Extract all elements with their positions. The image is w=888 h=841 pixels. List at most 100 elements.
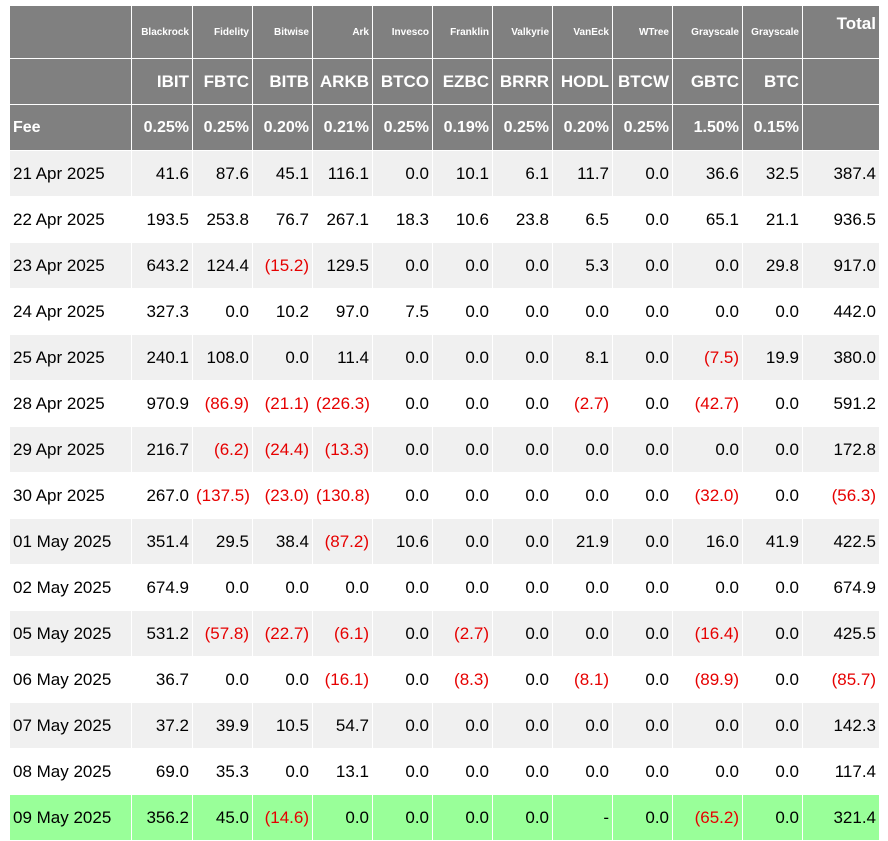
fee-value: 0.25% — [131, 104, 193, 151]
total-header: Total — [802, 5, 880, 59]
flow-cell: (6.2) — [192, 426, 253, 473]
flow-cell: (24.4) — [252, 426, 313, 473]
flow-cell: 643.2 — [131, 242, 193, 289]
flow-cell: 0.0 — [492, 334, 553, 381]
flow-cell: (22.7) — [252, 610, 313, 657]
flow-cell: 0.0 — [552, 702, 613, 749]
row-total: 172.8 — [802, 426, 880, 473]
ticker-label: BITB — [252, 58, 313, 105]
flow-cell: 0.0 — [612, 334, 673, 381]
row-total: 442.0 — [802, 288, 880, 335]
row-total: 591.2 — [802, 380, 880, 427]
flow-cell: 0.0 — [672, 748, 743, 795]
row-total: 387.4 — [802, 150, 880, 197]
table-row: 25 Apr 2025 240.1 108.0 0.0 11.4 0.0 0.0 0.0 8.1… — [9, 334, 880, 381]
flow-cell: (42.7) — [672, 380, 743, 427]
flow-cell: 531.2 — [131, 610, 193, 657]
flow-cell: 0.0 — [432, 288, 493, 335]
issuer-label: Valkyrie — [492, 5, 553, 59]
flow-cell: 0.0 — [742, 748, 803, 795]
flow-cell: 267.0 — [131, 472, 193, 519]
flow-cell: 0.0 — [432, 794, 493, 841]
flow-cell: (21.1) — [252, 380, 313, 427]
flow-cell: 36.7 — [131, 656, 193, 703]
flow-cell: 0.0 — [432, 242, 493, 289]
table-row: 24 Apr 2025 327.3 0.0 10.2 97.0 7.5 0.0 0.0 0.0 0… — [9, 288, 880, 335]
flow-cell: 0.0 — [492, 748, 553, 795]
flow-cell: 10.1 — [432, 150, 493, 197]
flow-cell: 0.0 — [742, 288, 803, 335]
fee-value: 0.20% — [252, 104, 313, 151]
row-date: 21 Apr 2025 — [9, 150, 132, 197]
flow-cell: 0.0 — [612, 702, 673, 749]
row-date: 28 Apr 2025 — [9, 380, 132, 427]
ticker-label: EZBC — [432, 58, 493, 105]
flow-cell: 0.0 — [432, 380, 493, 427]
flow-cell: 674.9 — [131, 564, 193, 611]
flow-cell: 108.0 — [192, 334, 253, 381]
flow-cell: 0.0 — [612, 288, 673, 335]
header-corner — [9, 58, 132, 105]
fee-value: 0.15% — [742, 104, 803, 151]
row-date: 05 May 2025 — [9, 610, 132, 657]
flow-cell: 0.0 — [612, 472, 673, 519]
flow-cell: 41.9 — [742, 518, 803, 565]
flow-cell: 0.0 — [372, 656, 433, 703]
flow-cell: 0.0 — [432, 702, 493, 749]
row-total: 674.9 — [802, 564, 880, 611]
fee-label: Fee — [9, 104, 132, 151]
row-date: 24 Apr 2025 — [9, 288, 132, 335]
flow-cell: 970.9 — [131, 380, 193, 427]
ticker-label: BTCO — [372, 58, 433, 105]
issuer-label: Franklin — [432, 5, 493, 59]
flow-cell: 97.0 — [312, 288, 373, 335]
total-header-blank — [802, 58, 880, 105]
flow-cell: - — [552, 794, 613, 841]
flow-cell: (16.1) — [312, 656, 373, 703]
ticker-label: IBIT — [131, 58, 193, 105]
flow-cell: 0.0 — [612, 656, 673, 703]
flow-cell: 76.7 — [252, 196, 313, 243]
header-corner — [9, 5, 132, 59]
table-row: 09 May 2025 356.2 45.0 (14.6) 0.0 0.0 0.0 0.0-0… — [9, 794, 880, 841]
flow-cell: 0.0 — [672, 702, 743, 749]
flow-cell: 0.0 — [742, 426, 803, 473]
flow-cell: 351.4 — [131, 518, 193, 565]
row-total: 422.5 — [802, 518, 880, 565]
issuer-label: Blackrock — [131, 5, 193, 59]
flow-cell: 0.0 — [552, 472, 613, 519]
flow-cell: 8.1 — [552, 334, 613, 381]
flow-cell: 356.2 — [131, 794, 193, 841]
flow-cell: 0.0 — [612, 794, 673, 841]
fee-value: 0.25% — [192, 104, 253, 151]
flow-cell: 10.5 — [252, 702, 313, 749]
flow-cell: 21.1 — [742, 196, 803, 243]
flow-cell: 0.0 — [672, 242, 743, 289]
flow-cell: 0.0 — [312, 794, 373, 841]
issuer-label: Grayscale — [672, 5, 743, 59]
flow-cell: 0.0 — [372, 380, 433, 427]
flow-cell: (2.7) — [552, 380, 613, 427]
flow-cell: 45.0 — [192, 794, 253, 841]
flow-cell: 0.0 — [612, 518, 673, 565]
row-total: (56.3) — [802, 472, 880, 519]
flow-cell: 19.9 — [742, 334, 803, 381]
flow-cell: 10.6 — [372, 518, 433, 565]
flow-cell: 10.6 — [432, 196, 493, 243]
ticker-header-row: IBIT FBTC BITB ARKB BTCO EZBC BRRR HODL … — [9, 58, 880, 105]
flow-cell: 11.4 — [312, 334, 373, 381]
flow-cell: 65.1 — [672, 196, 743, 243]
flow-cell: (57.8) — [192, 610, 253, 657]
flow-cell: 0.0 — [492, 518, 553, 565]
flow-cell: 0.0 — [672, 288, 743, 335]
flow-cell: 13.1 — [312, 748, 373, 795]
flow-cell: 69.0 — [131, 748, 193, 795]
row-total: 936.5 — [802, 196, 880, 243]
fee-value: 0.19% — [432, 104, 493, 151]
flow-cell: (226.3) — [312, 380, 373, 427]
flow-cell: 0.0 — [372, 794, 433, 841]
row-total: (85.7) — [802, 656, 880, 703]
ticker-label: ARKB — [312, 58, 373, 105]
row-date: 07 May 2025 — [9, 702, 132, 749]
table-row: 02 May 2025 674.9 0.0 0.0 0.0 0.0 0.0 0.0 0.0 0.0… — [9, 564, 880, 611]
